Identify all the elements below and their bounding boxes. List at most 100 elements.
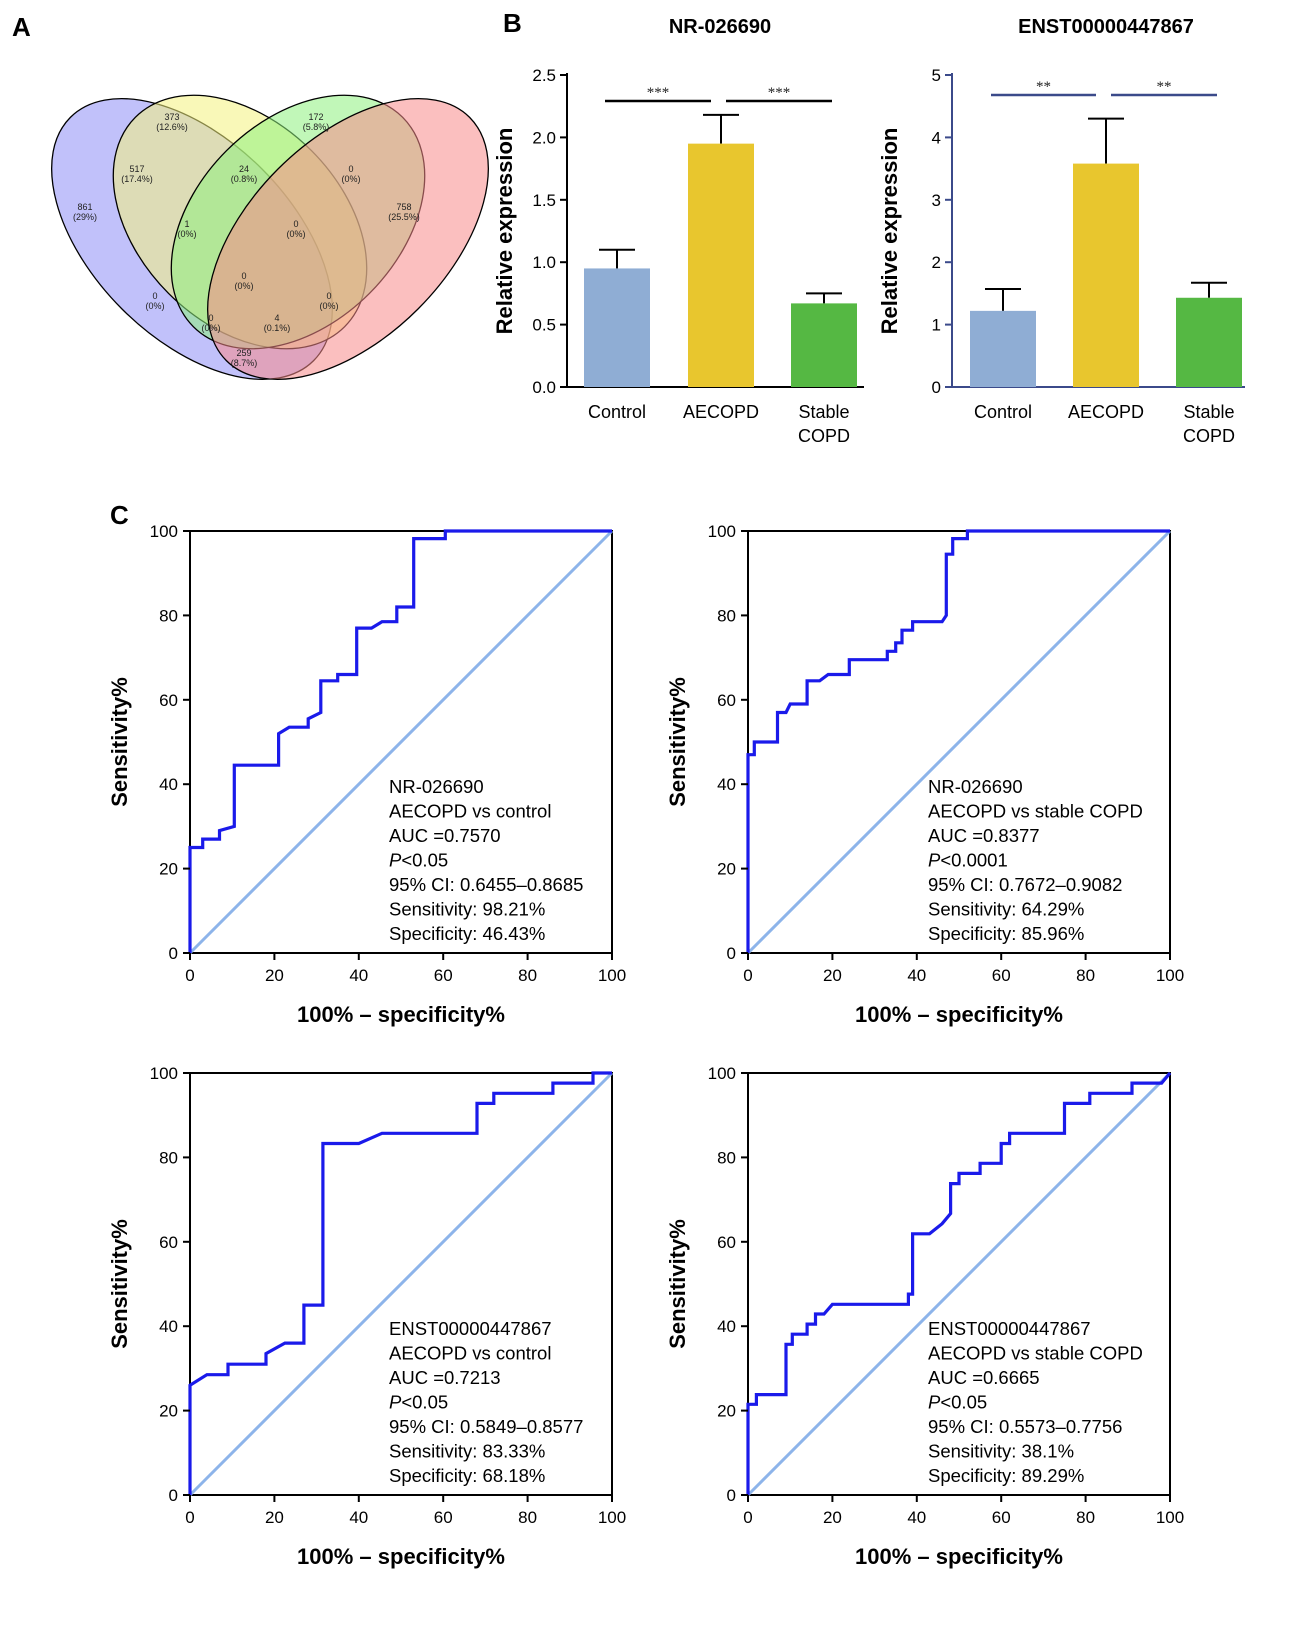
panel-letter-c: C [110, 500, 129, 530]
bar [791, 303, 857, 387]
annotation-line: P<0.0001 [928, 850, 1008, 871]
venn-region: 758(25.5%) [388, 202, 420, 222]
category-label: Control [974, 402, 1032, 422]
y-tick-label: 4 [932, 128, 941, 147]
significance-label: *** [647, 85, 670, 101]
x-tick-label: 60 [992, 1508, 1011, 1527]
venn-region-count: 373 [164, 112, 179, 122]
y-tick-label: 2.0 [532, 128, 556, 147]
annotation-line: 95% CI: 0.5573–0.7756 [928, 1416, 1122, 1437]
venn-region-count: 0 [208, 313, 213, 323]
chart-title: NR-026690 [669, 16, 771, 38]
y-tick-label: 0 [932, 378, 941, 397]
y-axis-label: Sensitivity% [665, 1219, 690, 1349]
chart-title: ENST00000447867 [1018, 16, 1194, 38]
x-tick-label: 60 [434, 966, 453, 985]
venn-region-percent: (0%) [145, 301, 164, 311]
venn-region: 259(8.7%) [231, 348, 258, 368]
y-tick-label: 100 [150, 1064, 178, 1083]
significance-label: *** [768, 85, 791, 101]
plot-frame [189, 1072, 613, 1496]
venn-region: 861(29%) [73, 202, 97, 222]
annotation-line: ENST00000447867 [928, 1318, 1091, 1339]
category-label: Stable [798, 402, 849, 422]
significance-label: ** [1157, 79, 1172, 95]
significance-label: ** [1036, 79, 1051, 95]
x-tick-label: 20 [823, 966, 842, 985]
annotation-line: Specificity: 46.43% [389, 923, 545, 944]
venn-region-percent: (12.6%) [156, 122, 188, 132]
annotation-line: P<0.05 [389, 850, 448, 871]
venn-region-percent: (0%) [341, 174, 360, 184]
roc-chart-1: 0 20 40 60 80 100 0 20 40 60 80 100 100% – specifici… [107, 522, 626, 1027]
annotation-line: Sensitivity: 98.21% [389, 899, 545, 920]
category-label: Control [588, 402, 646, 422]
venn-region-count: 24 [239, 164, 249, 174]
annotation-line: NR-026690 [928, 776, 1023, 797]
venn-region-percent: (0%) [201, 323, 220, 333]
panel-letter-a: A [12, 12, 31, 42]
plot-frame [747, 530, 1171, 954]
p-value: <0.05 [401, 1392, 448, 1413]
bar [1176, 297, 1242, 387]
x-tick-label: 20 [265, 966, 284, 985]
venn-region-count: 4 [274, 313, 279, 323]
y-tick-label: 2 [932, 253, 941, 272]
y-tick-label: 1 [932, 316, 941, 335]
y-tick-label: 0 [727, 944, 736, 963]
annotation-line: Specificity: 68.18% [389, 1465, 545, 1486]
y-tick-label: 20 [159, 860, 178, 879]
venn-region-count: 0 [326, 291, 331, 301]
venn-region-count: 0 [152, 291, 157, 301]
y-tick-label: 20 [717, 860, 736, 879]
venn-region-count: 259 [236, 348, 251, 358]
annotation-line: P<0.05 [928, 1392, 987, 1413]
venn-region: 0(0%) [319, 291, 338, 311]
roc-chart-2: 0 20 40 60 80 100 0 20 40 60 80 100 100% – specifici… [665, 522, 1184, 1027]
y-tick-label: 0.5 [532, 316, 556, 335]
x-tick-label: 60 [992, 966, 1011, 985]
category-label: Stable [1183, 402, 1234, 422]
annotation-line: 95% CI: 0.7672–0.9082 [928, 874, 1122, 895]
plot-frame [189, 530, 613, 954]
y-tick-label: 40 [717, 775, 736, 794]
annotation-line: NR-026690 [389, 776, 484, 797]
venn-region-count: 517 [129, 164, 144, 174]
bar [970, 310, 1036, 387]
annotation-line: AECOPD vs control [389, 801, 551, 822]
bar [1073, 163, 1139, 387]
x-tick-label: 80 [518, 1508, 537, 1527]
roc-charts: 0 20 40 60 80 100 0 20 40 60 80 100 100% – specifici… [107, 522, 1184, 1569]
venn-region-count: 0 [241, 271, 246, 281]
category-label: AECOPD [1068, 402, 1144, 422]
venn-region: 0(0%) [145, 291, 164, 311]
roc-curve [746, 529, 1170, 953]
venn-region: 0(0%) [234, 271, 253, 291]
p-symbol: P [928, 850, 941, 871]
venn-region-count: 172 [308, 112, 323, 122]
annotation-line: AUC =0.7213 [389, 1367, 501, 1388]
y-tick-label: 60 [159, 691, 178, 710]
x-tick-label: 40 [907, 1508, 926, 1527]
venn-region: 373(12.6%) [156, 112, 188, 132]
bar-charts: NR-026690 0.0 0.5 1.0 1.5 2.0 2.5 Relative expr… [492, 16, 1245, 446]
x-tick-label: 40 [349, 966, 368, 985]
x-axis-label: 100% – specificity% [297, 1544, 505, 1569]
venn-region-percent: (5.8%) [303, 122, 330, 132]
y-tick-label: 3 [932, 191, 941, 210]
y-tick-label: 40 [159, 1317, 178, 1336]
x-tick-label: 100 [1156, 1508, 1184, 1527]
reference-line [746, 1071, 1172, 1497]
x-tick-label: 80 [1076, 1508, 1095, 1527]
p-symbol: P [389, 850, 402, 871]
p-value: <0.05 [940, 1392, 987, 1413]
venn-region: 0(0%) [201, 313, 220, 333]
annotation-line: Sensitivity: 83.33% [389, 1441, 545, 1462]
p-symbol: P [389, 1392, 402, 1413]
y-tick-label: 40 [159, 775, 178, 794]
y-tick-label: 80 [159, 1148, 178, 1167]
reference-line [188, 529, 614, 955]
venn-region-percent: (8.7%) [231, 358, 258, 368]
annotation-line: Sensitivity: 38.1% [928, 1441, 1074, 1462]
